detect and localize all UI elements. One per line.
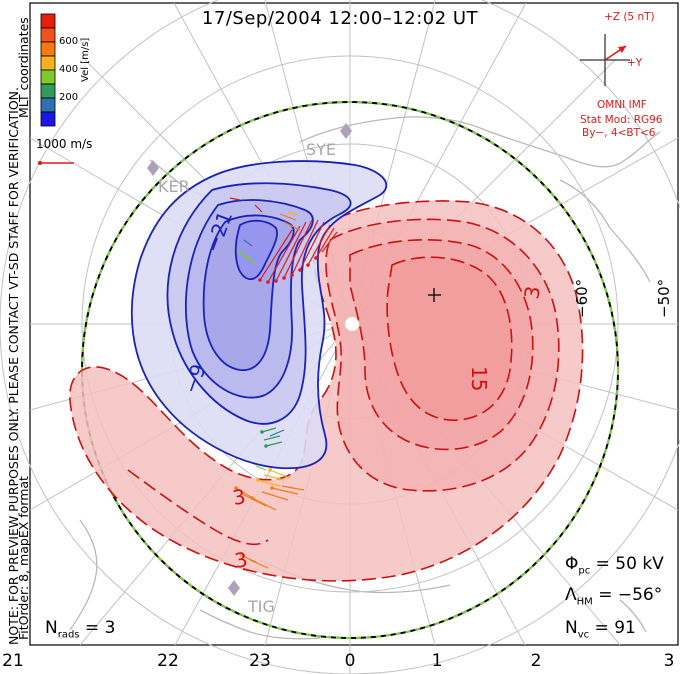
positive-contour-5 [127, 469, 269, 546]
reference-vector-label: 1000 m/s [36, 137, 93, 151]
mlt-label-22: 22 [157, 651, 179, 671]
positive-cell [69, 200, 584, 582]
magnetic-pole [345, 317, 359, 331]
lambda-hm-stat: ΛHM = −56° [565, 585, 662, 607]
vector-origin-dots [234, 250, 318, 500]
fit-order: FitOrder: 8, mapEX format [16, 476, 31, 640]
map-title: 17/Sep/2004 12:00–12:02 UT [201, 8, 479, 29]
n-vc-value: = 91 [594, 618, 636, 638]
lambda-hm-symbol: ΛHM [565, 585, 593, 608]
station-label-sye: SYE [306, 140, 337, 159]
imf-condition: By−, 4<BT<6 [582, 127, 656, 139]
contour-label-pos-3b: 3 [231, 484, 248, 510]
n-vc-stat: Nvc = 91 [565, 618, 636, 640]
contour-label-pos-3c: 3 [233, 547, 250, 573]
colorbar-tick-600: 600 [59, 36, 79, 47]
reference-vector [38, 161, 74, 165]
positive-contour-3 [349, 239, 534, 451]
mlt-label-3: 3 [663, 651, 675, 671]
colorbar-tick-200: 200 [59, 92, 79, 103]
n-rads-stat: Nrads = 3 [45, 618, 115, 640]
velocity-colorbar [40, 13, 56, 127]
latitude-label-50: −50° [655, 278, 673, 318]
coordinate-system: MLT coordinates [16, 17, 31, 118]
velocity-vectors [229, 197, 338, 569]
mlt-label-2: 2 [530, 651, 542, 671]
imf-z-label: +Z (5 nT) [604, 11, 655, 23]
imf-model: Stat Mod: RG96 [580, 114, 663, 126]
colorbar-label: Vel [m/s] [80, 37, 91, 82]
negative-contour-4 [202, 214, 295, 371]
lambda-hm-value: = −56° [598, 585, 663, 605]
latitude-label-60: −60° [573, 278, 591, 318]
station-label-tig: TIG [248, 597, 275, 616]
n-rads-symbol: Nrads [45, 618, 80, 641]
station-markers [147, 123, 352, 596]
potential-max-marker [428, 288, 441, 302]
mlt-label-23: 23 [249, 651, 271, 671]
positive-contour-4 [386, 256, 513, 421]
colorbar-tick-400: 400 [59, 64, 79, 75]
imf-y-label: +Y [627, 57, 643, 69]
phi-pc-symbol: Φpc [565, 554, 591, 577]
contour-label-pos-15: 15 [467, 366, 491, 391]
imf-dial [580, 34, 630, 86]
mlt-label-0: 0 [344, 651, 356, 671]
contour-label-pos-3a: 3 [519, 284, 545, 301]
phi-pc-stat: Φpc = 50 kV [565, 554, 664, 576]
n-rads-value: = 3 [84, 618, 116, 638]
station-label-ker: KER [158, 177, 190, 196]
negative-contour-5 [234, 219, 278, 281]
negative-cell [130, 160, 388, 470]
phi-pc-value: = 50 kV [595, 554, 664, 574]
imf-source: OMNI IMF [597, 99, 647, 111]
n-vc-symbol: Nvc [565, 618, 590, 641]
mlt-label-21: 21 [2, 651, 24, 671]
mlt-label-1: 1 [431, 651, 443, 671]
